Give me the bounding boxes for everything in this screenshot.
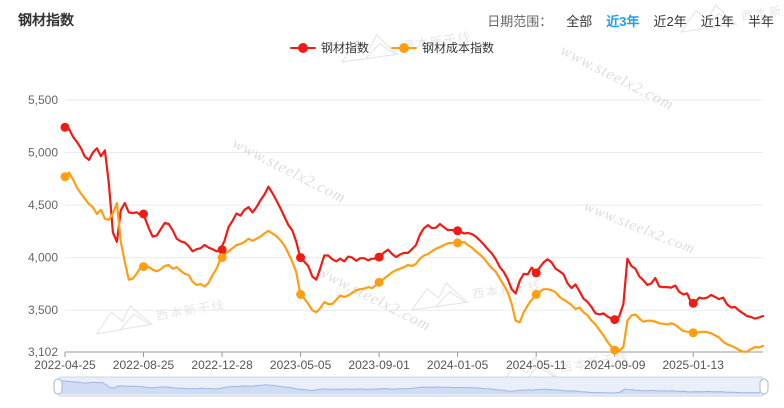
svg-text:4,000: 4,000 xyxy=(28,251,58,265)
svg-text:www.steelx2.com: www.steelx2.com xyxy=(230,135,349,207)
svg-text:2022-04-25: 2022-04-25 xyxy=(34,358,96,372)
range-option-half-year[interactable]: 半年 xyxy=(747,13,774,29)
page-title: 钢材指数 xyxy=(18,12,74,28)
range-option-1y[interactable]: 近1年 xyxy=(700,13,734,29)
svg-text:3,102: 3,102 xyxy=(28,345,58,359)
svg-text:5,500: 5,500 xyxy=(28,93,58,107)
chart-legend: 钢材指数 钢材成本指数 xyxy=(0,39,784,56)
svg-text:www.steelx2.com: www.steelx2.com xyxy=(315,263,434,335)
date-range-label: 日期范围： xyxy=(487,13,553,29)
legend-label-steel-cost-index: 钢材成本指数 xyxy=(422,41,495,55)
header: 钢材指数 日期范围： 全部 近3年 近2年 近1年 半年 xyxy=(0,0,784,30)
svg-text:2022-12-28: 2022-12-28 xyxy=(191,358,253,372)
legend-item-steel-index[interactable]: 钢材指数 xyxy=(289,39,369,56)
svg-text:2022-08-25: 2022-08-25 xyxy=(113,358,175,372)
date-range-picker: 日期范围： 全部 近3年 近2年 近1年 半年 xyxy=(487,11,774,30)
svg-text:www.steelx2.com: www.steelx2.com xyxy=(582,199,697,258)
svg-text:2025-01-13: 2025-01-13 xyxy=(663,358,725,372)
legend-label-steel-index: 钢材指数 xyxy=(320,41,369,55)
svg-text:5,000: 5,000 xyxy=(28,146,58,160)
legend-item-steel-cost-index[interactable]: 钢材成本指数 xyxy=(391,39,494,56)
svg-text:西本新干线: 西本新干线 xyxy=(155,296,227,323)
range-option-all[interactable]: 全部 xyxy=(566,13,593,29)
range-option-3y[interactable]: 近3年 xyxy=(606,13,640,29)
svg-text:3,500: 3,500 xyxy=(28,303,58,317)
slider-right-handle[interactable] xyxy=(759,378,769,395)
slider-left-handle[interactable] xyxy=(53,378,63,395)
svg-text:2023-05-05: 2023-05-05 xyxy=(270,358,332,372)
svg-text:2024-01-05: 2024-01-05 xyxy=(427,358,489,372)
svg-text:4,500: 4,500 xyxy=(28,198,58,212)
legend-marker-orange-icon xyxy=(391,42,417,53)
svg-text:2024-05-11: 2024-05-11 xyxy=(506,358,567,372)
svg-text:2024-09-09: 2024-09-09 xyxy=(584,358,646,372)
svg-text:2023-09-01: 2023-09-01 xyxy=(348,358,410,372)
legend-marker-red-icon xyxy=(289,42,316,53)
range-option-2y[interactable]: 近2年 xyxy=(653,13,687,29)
